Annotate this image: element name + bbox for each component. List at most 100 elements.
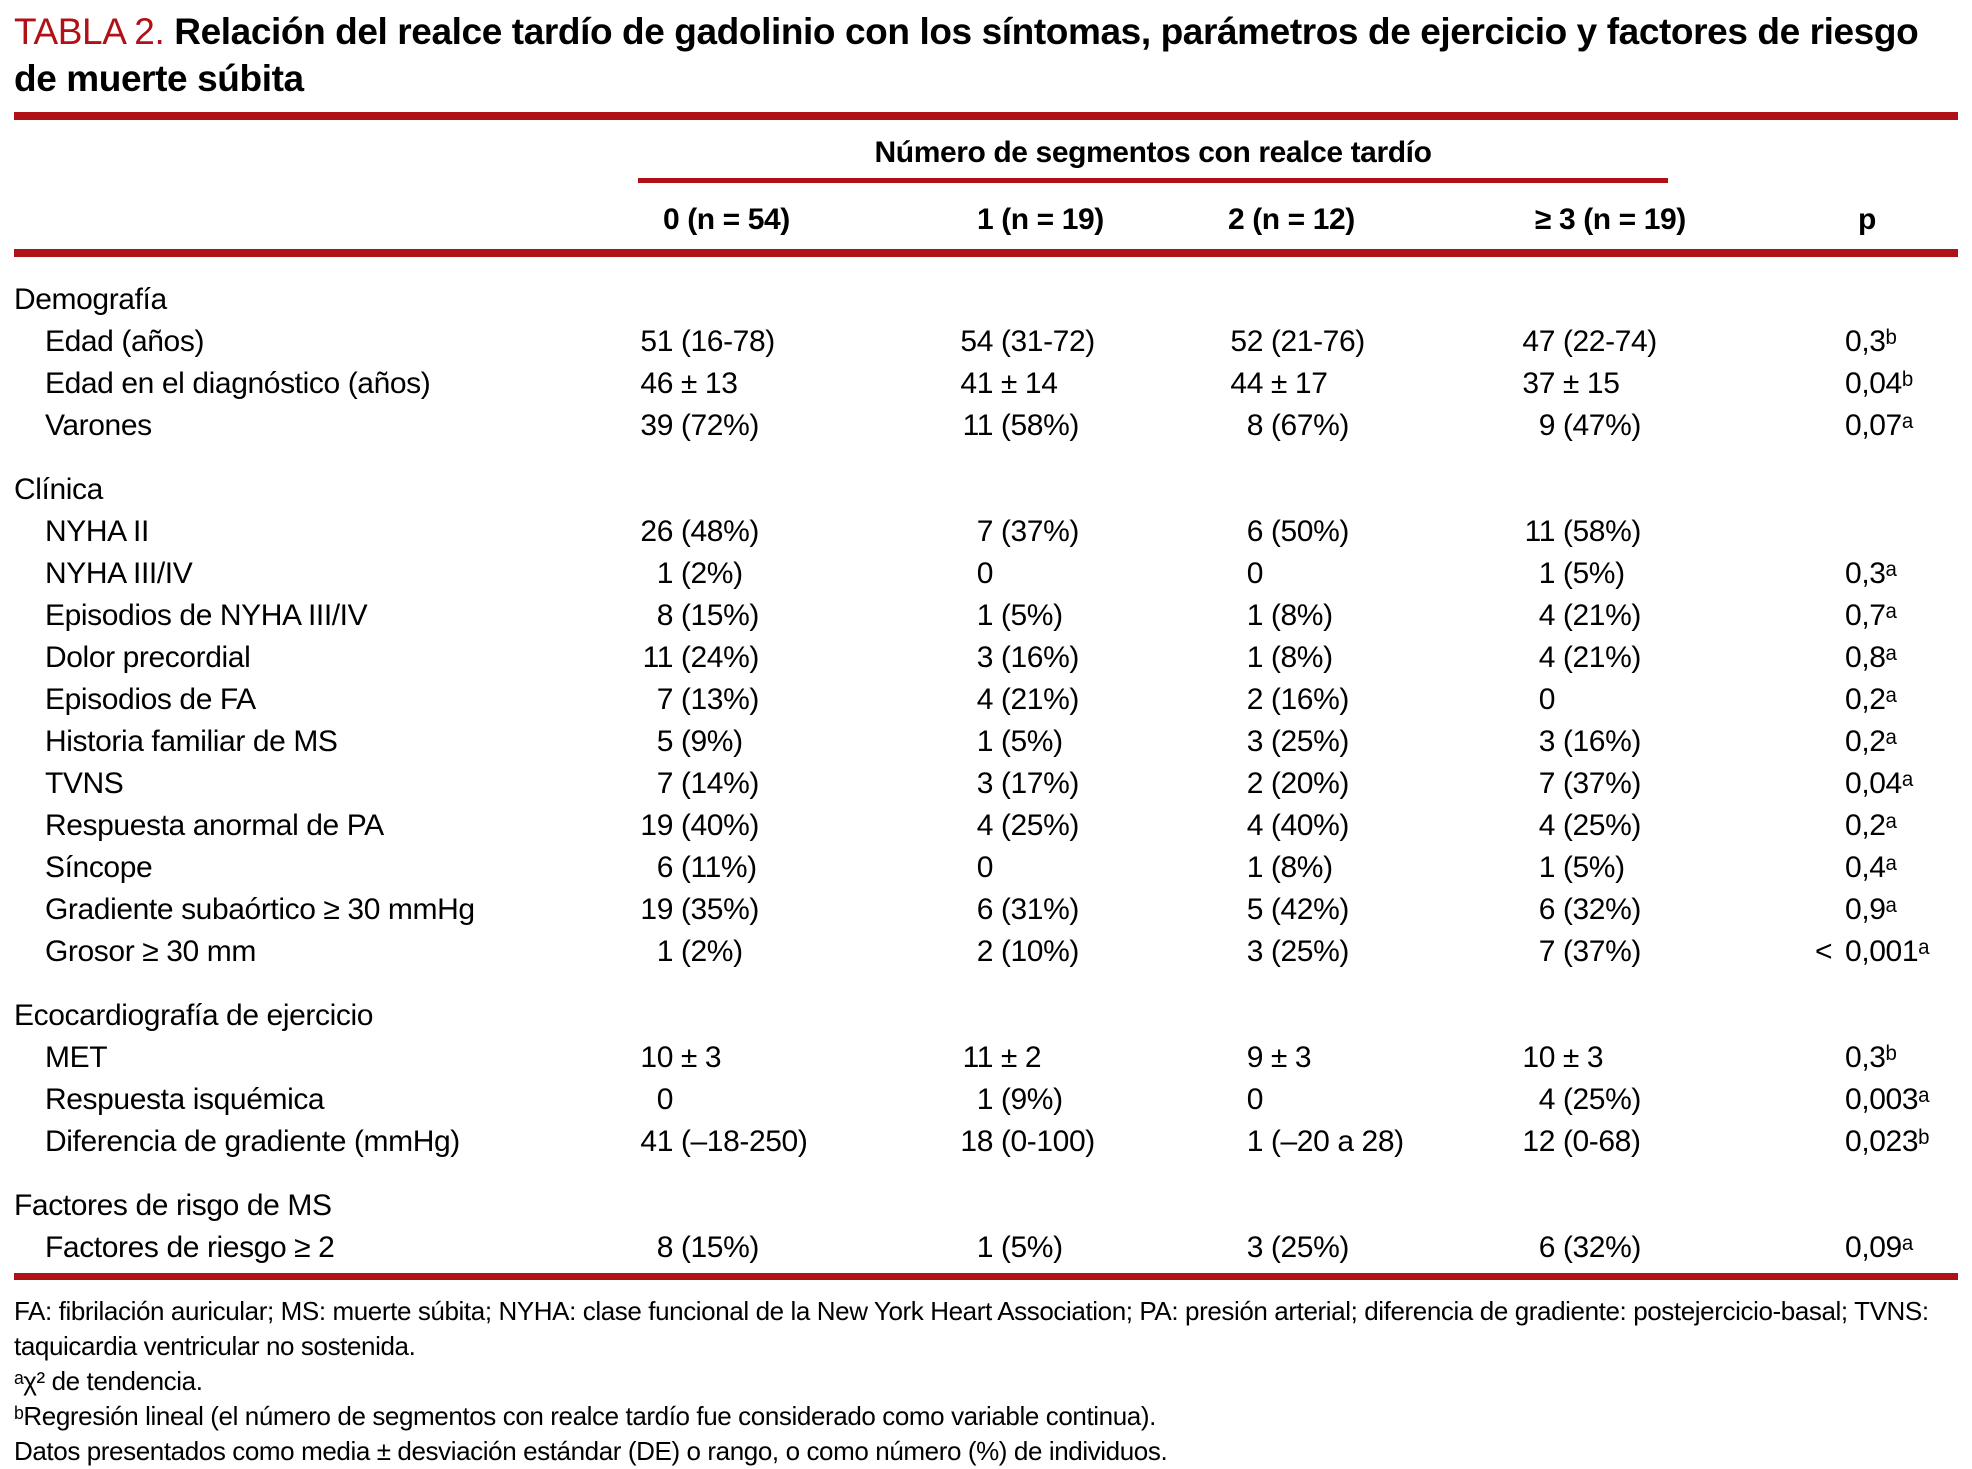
value-cell: 7 (37%) <box>1520 763 1810 805</box>
value-cell: 54 (31-72) <box>958 321 1228 363</box>
value-cell: 0 <box>958 847 1228 889</box>
table-row: Diferencia de gradiente (mmHg) 41 (–18-25… <box>14 1121 1958 1163</box>
table-header: Número de segmentos con realce tardío 0 … <box>14 120 1959 257</box>
row-label: Respuesta isquémica <box>45 1083 325 1116</box>
value-lead-number: 1 <box>1538 851 1556 884</box>
value-cell: 4 (25%) <box>958 805 1228 847</box>
table-row: Edad en el diagnóstico (años) 46 ± 13 41 ±… <box>14 363 1958 405</box>
value-cell: 18 (0-100) <box>958 1121 1228 1163</box>
row-label: NYHA III/IV <box>45 557 193 590</box>
table-row: Respuesta isquémica 0 1 (9%) 0 4 (25%) 0,003ᵃ <box>14 1079 1958 1121</box>
empty-header-cell <box>1810 120 1958 183</box>
value-lead-number: 0 <box>1538 683 1556 716</box>
value-cell: 0 <box>1228 1079 1520 1121</box>
value-cell: 7 (13%) <box>638 679 958 721</box>
value-cell: 5 (9%) <box>638 721 958 763</box>
value-lead-number: 2 <box>1246 767 1264 800</box>
value-cell: 11 (24%) <box>638 637 958 679</box>
value-lead-number: 11 <box>642 641 674 674</box>
footnote-line: Datos presentados como media ± desviació… <box>14 1436 1168 1466</box>
table-number: TABLA 2. <box>14 11 165 52</box>
data-table: Número de segmentos con realce tardío 0 … <box>14 120 1959 1269</box>
value-lead-number: 0 <box>656 1083 674 1116</box>
value-cell: 2 (16%) <box>1228 679 1520 721</box>
table-body: Demografía Edad (años) 51 (16-78) 54 (31-72… <box>14 253 1958 1269</box>
value-lead-number: 19 <box>640 809 673 842</box>
value-lead-number: 4 <box>1538 599 1556 632</box>
value-lead-number: 0 <box>976 851 994 884</box>
value-lead-number: 9 <box>1538 409 1556 442</box>
value-lead-number: 7 <box>656 683 674 716</box>
section-row: Clínica <box>14 447 1958 511</box>
table-row: NYHA III/IV 1 (2%) 0 0 1 (5%) 0,3ᵃ <box>14 553 1958 595</box>
value-lead-number: 8 <box>1246 409 1264 442</box>
value-cell: 26 (48%) <box>638 511 958 553</box>
p-value-cell: 0,9ᵃ <box>1845 893 1897 926</box>
row-label: Edad (años) <box>45 325 205 358</box>
value-cell: 8 (15%) <box>638 595 958 637</box>
table-row: NYHA II 26 (48%) 7 (37%) 6 (50%) 11 (58%) <box>14 511 1958 553</box>
value-lead-number: 41 <box>640 1125 673 1158</box>
row-label: Edad en el diagnóstico (años) <box>45 367 431 400</box>
p-value-cell: 0,3ᵇ <box>1845 325 1897 358</box>
value-cell: 1 (–20 a 28) <box>1228 1121 1520 1163</box>
header-row: 0 (n = 54) 1 (n = 19) 2 (n = 12) ≥ 3 (n … <box>14 183 1959 257</box>
row-label: NYHA II <box>45 515 149 548</box>
value-lead-number: 18 <box>960 1125 993 1158</box>
value-lead-number: 0 <box>1246 557 1264 590</box>
value-cell: 10 ± 3 <box>1520 1037 1810 1079</box>
table-row: Episodios de NYHA III/IV 8 (15%) 1 (5%) 1 (… <box>14 595 1958 637</box>
value-cell: 1 (8%) <box>1228 595 1520 637</box>
p-value-cell: 0,04ᵇ <box>1845 367 1913 400</box>
table-caption: Relación del realce tardío de gadolinio … <box>14 11 1919 99</box>
row-label: Factores de riesgo ≥ 2 <box>45 1231 335 1264</box>
value-lead-number: 6 <box>976 893 994 926</box>
value-cell: 3 (17%) <box>958 763 1228 805</box>
value-lead-number: 5 <box>1246 893 1264 926</box>
value-cell: 12 (0-68) <box>1520 1121 1810 1163</box>
table-row: Grosor ≥ 30 mm 1 (2%) 2 (10%) 3 (25%) 7 (37%… <box>14 931 1958 973</box>
column-group-header: Número de segmentos con realce tardío <box>638 120 1669 183</box>
table-row: TVNS 7 (14%) 3 (17%) 2 (20%) 7 (37%) 0,04ᵃ <box>14 763 1958 805</box>
value-cell: 10 ± 3 <box>638 1037 958 1079</box>
col-header-3: ≥ 3 (n = 19) <box>1520 183 1811 257</box>
value-lead-number: 51 <box>640 325 673 358</box>
value-cell: 6 (50%) <box>1228 511 1520 553</box>
value-cell: 19 (35%) <box>638 889 958 931</box>
footnote-line: FA: fibrilación auricular; MS: muerte sú… <box>14 1296 1929 1361</box>
p-value-cell: 0,4ᵃ <box>1845 851 1897 884</box>
value-cell: 11 (58%) <box>1520 511 1810 553</box>
value-cell: 2 (10%) <box>958 931 1228 973</box>
value-cell: 19 (40%) <box>638 805 958 847</box>
section-row: Ecocardiografía de ejercicio <box>14 973 1958 1037</box>
table-figure: TABLA 2. Relación del realce tardío de g… <box>14 0 1959 1469</box>
p-value-cell: 0,2ᵃ <box>1845 725 1897 758</box>
value-cell: 9 ± 3 <box>1228 1037 1520 1079</box>
value-lead-number: 6 <box>1538 1231 1556 1264</box>
value-lead-number: 0 <box>976 557 994 590</box>
value-lead-number: 41 <box>960 367 993 400</box>
value-cell: 3 (25%) <box>1228 931 1520 973</box>
value-lead-number: 1 <box>1246 599 1264 632</box>
col-header-0: 0 (n = 54) <box>638 183 958 257</box>
value-lead-number: 7 <box>1538 767 1556 800</box>
value-cell: 2 (20%) <box>1228 763 1520 805</box>
value-cell: 1 (2%) <box>638 931 958 973</box>
value-lead-number: 7 <box>656 767 674 800</box>
table-row: Varones 39 (72%) 11 (58%) 8 (67%) 9 (47%) 0,0… <box>14 405 1958 447</box>
value-cell: 3 (25%) <box>1228 1227 1520 1269</box>
value-cell: 3 (16%) <box>1520 721 1810 763</box>
section-label: Demografía <box>14 283 167 316</box>
p-value-cell: < 0,001ᵃ <box>1810 931 1958 973</box>
value-lead-number: 9 <box>1246 1041 1264 1074</box>
table-row: Edad (años) 51 (16-78) 54 (31-72) 52 (21-76… <box>14 321 1958 363</box>
value-cell: 6 (11%) <box>638 847 958 889</box>
p-value-cell: 0,023ᵇ <box>1845 1125 1930 1158</box>
value-cell: 0 <box>958 553 1228 595</box>
row-label: Respuesta anormal de PA <box>45 809 384 842</box>
value-cell: 44 ± 17 <box>1228 363 1520 405</box>
value-cell: 52 (21-76) <box>1228 321 1520 363</box>
value-lead-number: 1 <box>976 1083 994 1116</box>
table-title: TABLA 2. Relación del realce tardío de g… <box>14 0 1958 102</box>
